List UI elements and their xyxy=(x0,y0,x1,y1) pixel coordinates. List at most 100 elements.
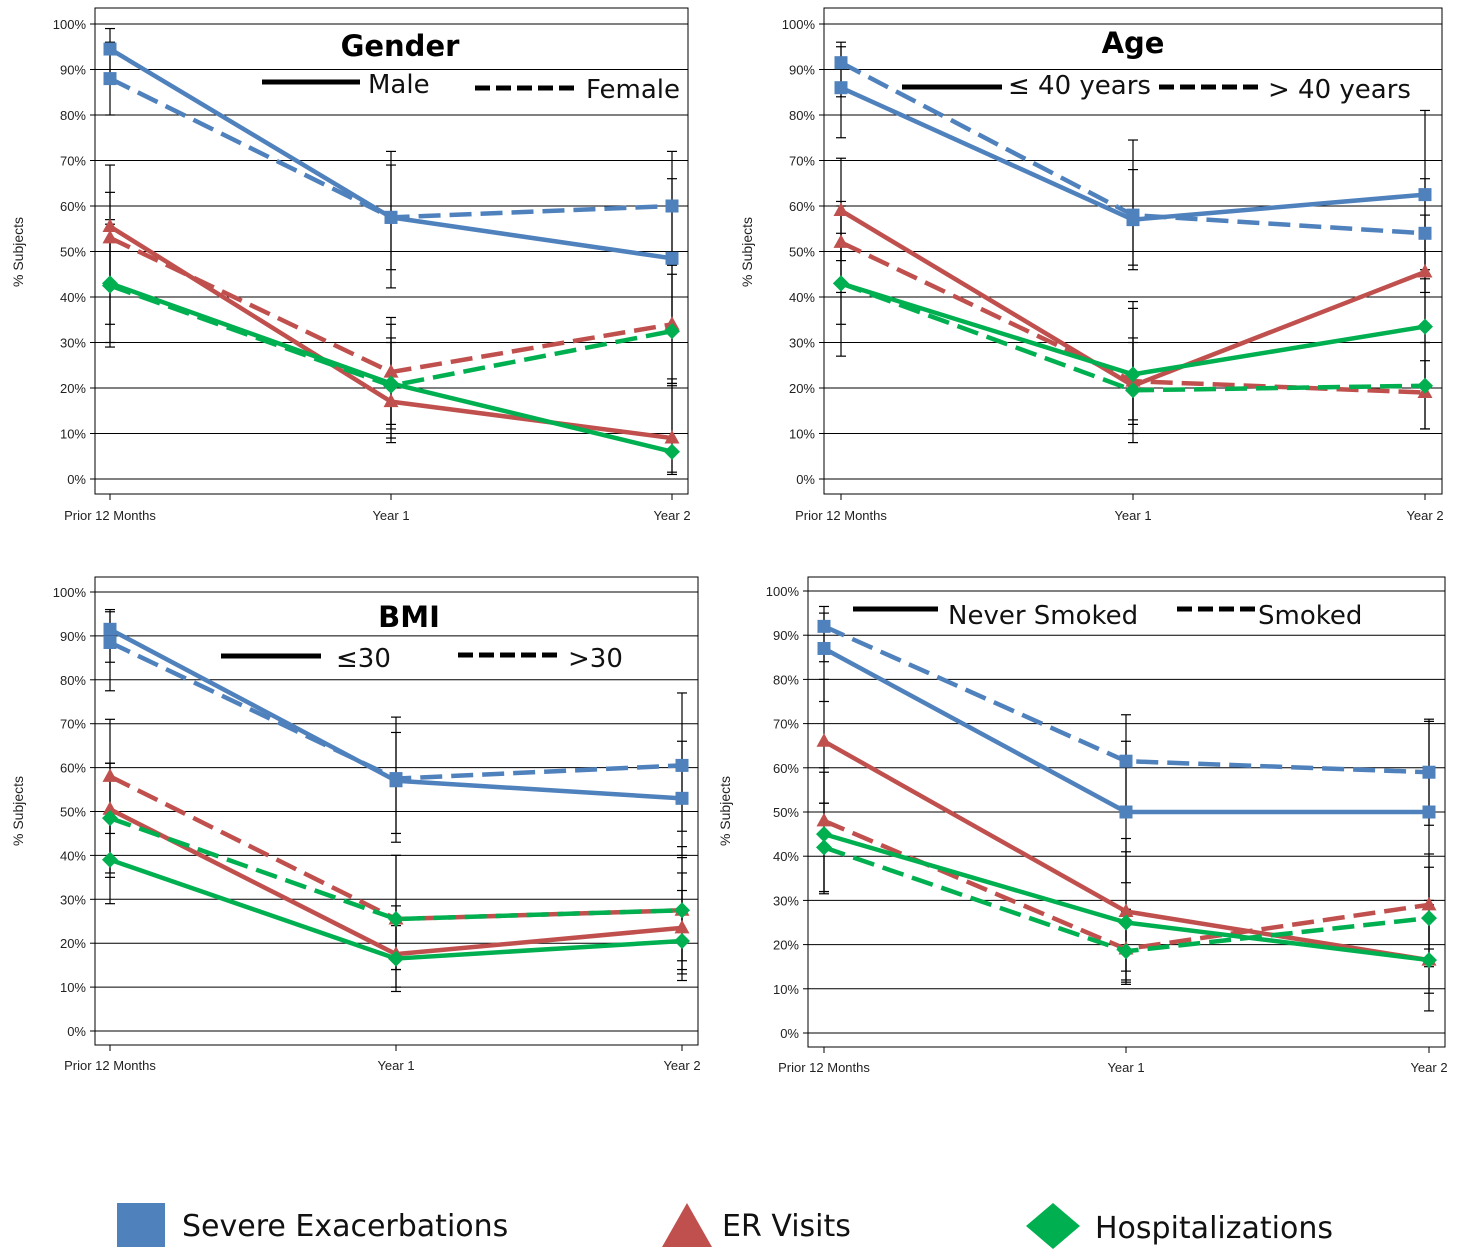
panel-title: Age xyxy=(1102,26,1165,60)
legend-label: Severe Exacerbations xyxy=(182,1209,508,1244)
y-tick-label: 10% xyxy=(773,982,799,997)
y-tick-label: 60% xyxy=(773,761,799,776)
y-tick-label: 20% xyxy=(773,938,799,953)
y-tick-label: 10% xyxy=(60,980,86,995)
data-point-square xyxy=(834,56,848,70)
diamond-marker-icon xyxy=(1026,1203,1080,1249)
legend-line-label: ≤ 40 years xyxy=(1008,71,1151,101)
data-point-triangle xyxy=(816,812,832,827)
legend-line-label: Male xyxy=(368,70,430,100)
data-point-square xyxy=(103,622,117,636)
y-tick-label: 60% xyxy=(60,199,86,214)
x-category-label: Prior 12 Months xyxy=(64,1058,156,1073)
data-point-triangle xyxy=(102,768,118,782)
legend-item-er-visits: ER Visits xyxy=(662,1203,851,1247)
y-tick-label: 0% xyxy=(67,1024,86,1039)
x-category-label: Year 1 xyxy=(377,1058,414,1073)
y-tick-label: 0% xyxy=(67,472,86,487)
x-category-label: Prior 12 Months xyxy=(778,1060,870,1075)
y-axis-title: % Subjects xyxy=(717,776,733,846)
data-point-square xyxy=(103,72,117,86)
data-point-diamond xyxy=(383,377,399,394)
data-point-diamond xyxy=(674,933,690,950)
triangle-marker-icon xyxy=(662,1203,712,1247)
x-category-label: Year 1 xyxy=(1107,1060,1144,1075)
data-point-triangle xyxy=(383,393,399,408)
y-tick-label: 80% xyxy=(789,108,815,123)
data-point-diamond xyxy=(1421,910,1437,927)
data-point-diamond xyxy=(1421,952,1437,969)
legend-item-hospitalizations: Hospitalizations xyxy=(1026,1203,1333,1249)
y-tick-label: 60% xyxy=(789,199,815,214)
data-point-diamond xyxy=(1125,366,1141,383)
y-tick-label: 60% xyxy=(60,761,86,776)
data-point-diamond xyxy=(664,323,680,340)
chart-panel-bmi: 0% 10% 20% 30% 40% 50% 60% 70% 80% 90% 100% Prior 1… xyxy=(10,576,701,1073)
legend-label: ER Visits xyxy=(722,1209,851,1244)
y-tick-label: 20% xyxy=(60,936,86,951)
data-point-diamond xyxy=(1417,377,1433,394)
legend-line-label: >30 xyxy=(568,644,623,674)
data-point-triangle xyxy=(664,430,680,444)
data-point-square xyxy=(1418,226,1432,240)
y-tick-label: 30% xyxy=(773,893,799,908)
chart-panel-smoking: 0% 10% 20% 30% 40% 50% 60% 70% 80% 90% 100% Prior 1… xyxy=(717,576,1448,1075)
data-point-diamond xyxy=(388,911,404,928)
data-point-diamond xyxy=(674,902,690,919)
data-point-diamond xyxy=(102,277,118,294)
series-line-hospitalizations-dashed xyxy=(109,815,683,922)
y-tick-label: 0% xyxy=(796,472,815,487)
data-point-triangle xyxy=(833,202,849,217)
x-category-label: Year 2 xyxy=(1406,508,1443,523)
y-tick-label: 80% xyxy=(773,672,799,687)
data-point-square xyxy=(817,619,831,633)
y-tick-label: 40% xyxy=(789,290,815,305)
y-tick-label: 10% xyxy=(60,427,86,442)
data-point-square xyxy=(103,635,117,649)
data-point-triangle xyxy=(833,234,849,248)
y-tick-label: 100% xyxy=(766,584,800,599)
data-point-square xyxy=(1422,805,1436,819)
data-point-diamond xyxy=(1118,914,1134,931)
data-point-diamond xyxy=(664,443,680,460)
data-point-square xyxy=(1422,765,1436,779)
y-tick-label: 30% xyxy=(789,336,815,351)
data-point-diamond xyxy=(1125,382,1141,399)
x-category-label: Year 2 xyxy=(653,508,690,523)
y-axis-title: % Subjects xyxy=(10,776,26,846)
legend-item-severe-exacerbations: Severe Exacerbations xyxy=(117,1203,508,1247)
y-tick-label: 80% xyxy=(60,673,86,688)
y-tick-label: 50% xyxy=(773,805,799,820)
x-category-label: Year 1 xyxy=(372,508,409,523)
data-point-square xyxy=(665,199,679,213)
data-point-square xyxy=(103,42,117,56)
y-tick-label: 90% xyxy=(789,63,815,78)
y-tick-label: 80% xyxy=(60,108,86,123)
y-tick-label: 20% xyxy=(60,381,86,396)
data-point-triangle xyxy=(816,733,832,747)
x-category-label: Year 2 xyxy=(663,1058,700,1073)
x-category-label: Year 2 xyxy=(1410,1060,1447,1075)
y-tick-label: 30% xyxy=(60,892,86,907)
data-point-triangle xyxy=(674,919,690,934)
data-point-triangle xyxy=(1421,896,1437,911)
panel-title: Gender xyxy=(341,29,461,63)
data-point-triangle xyxy=(383,364,399,378)
square-marker-icon xyxy=(117,1203,165,1247)
data-point-diamond xyxy=(816,839,832,856)
data-point-square xyxy=(1119,805,1133,819)
data-point-diamond xyxy=(833,275,849,292)
y-tick-label: 70% xyxy=(60,154,86,169)
chart-panel-gender: 0% 10% 20% 30% 40% 50% 60% 70% 80% 90% 100% Prior 1… xyxy=(10,7,691,523)
y-tick-label: 50% xyxy=(60,245,86,260)
data-point-diamond xyxy=(816,826,832,843)
x-category-label: Year 1 xyxy=(1114,508,1151,523)
legend-line-label: Female xyxy=(586,75,680,105)
legend-label: Hospitalizations xyxy=(1095,1211,1333,1246)
y-tick-label: 40% xyxy=(60,290,86,305)
data-point-square xyxy=(1119,754,1133,768)
marker-legend: Severe Exacerbations ER Visits Hospitali… xyxy=(117,1203,1333,1249)
data-point-square xyxy=(1126,208,1140,222)
data-point-diamond xyxy=(1417,318,1433,335)
